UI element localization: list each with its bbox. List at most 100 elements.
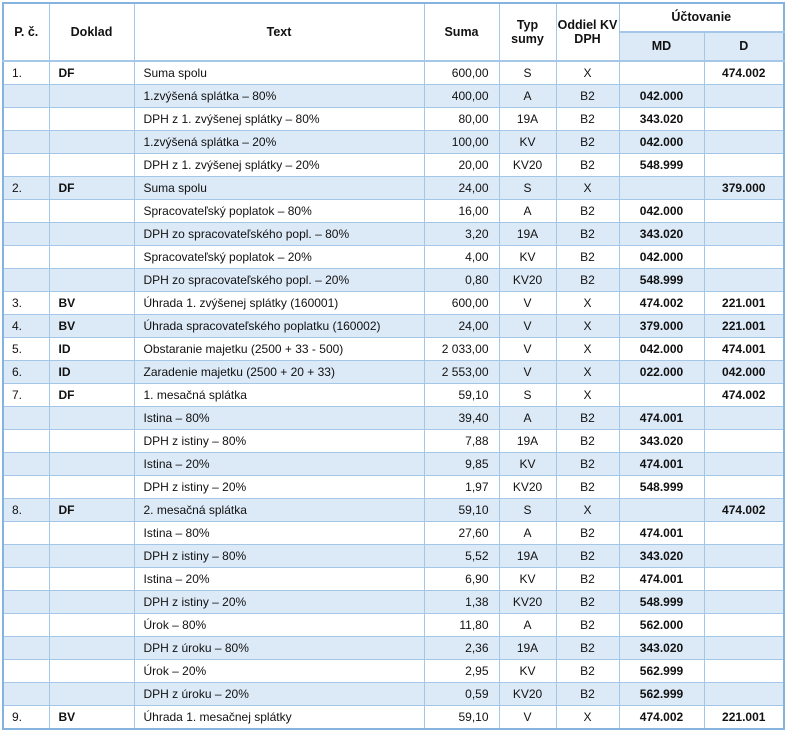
cell-d — [703, 245, 785, 269]
cell-oddiel-kv-dph: X — [555, 360, 620, 384]
cell-doklad — [48, 452, 135, 476]
cell-d: 474.002 — [703, 383, 785, 407]
cell-pc — [2, 452, 50, 476]
cell-doklad — [48, 130, 135, 154]
cell-typ-sumy: KV — [498, 245, 557, 269]
table-row: DPH z istiny – 20% 1,97 KV20 B2 548.999 — [2, 475, 785, 499]
cell-typ-sumy: 19A — [498, 222, 557, 246]
cell-suma: 1,97 — [423, 475, 500, 499]
cell-md: 474.002 — [618, 291, 705, 315]
cell-suma: 4,00 — [423, 245, 500, 269]
cell-typ-sumy: V — [498, 705, 557, 730]
cell-d: 474.001 — [703, 337, 785, 361]
cell-d: 474.002 — [703, 498, 785, 522]
cell-md: 343.020 — [618, 544, 705, 568]
cell-suma: 6,90 — [423, 567, 500, 591]
cell-doklad: DF — [48, 60, 135, 85]
cell-pc — [2, 107, 50, 131]
cell-md: 562.999 — [618, 659, 705, 683]
cell-text: Suma spolu — [133, 60, 425, 85]
cell-typ-sumy: KV20 — [498, 682, 557, 706]
cell-suma: 2,36 — [423, 636, 500, 660]
cell-doklad — [48, 659, 135, 683]
table-row: Úrok – 80% 11,80 A B2 562.000 — [2, 613, 785, 637]
cell-pc — [2, 406, 50, 430]
cell-oddiel-kv-dph: B2 — [555, 682, 620, 706]
cell-md: 379.000 — [618, 314, 705, 338]
cell-d — [703, 613, 785, 637]
cell-pc — [2, 544, 50, 568]
cell-oddiel-kv-dph: B2 — [555, 406, 620, 430]
cell-suma: 11,80 — [423, 613, 500, 637]
cell-suma: 16,00 — [423, 199, 500, 223]
cell-suma: 2 553,00 — [423, 360, 500, 384]
cell-md: 343.020 — [618, 107, 705, 131]
table-row: 5. ID Obstaranie majetku (2500 + 33 - 50… — [2, 337, 785, 361]
cell-doklad — [48, 521, 135, 545]
cell-suma: 80,00 — [423, 107, 500, 131]
table-row: 2. DF Suma spolu 24,00 S X 379.000 — [2, 176, 785, 200]
column-header-typ-sumy: Typ sumy — [498, 2, 557, 62]
cell-text: Úrok – 20% — [133, 659, 425, 683]
cell-doklad — [48, 567, 135, 591]
column-header-uctovanie: Účtovanie — [618, 2, 785, 33]
cell-text: Zaradenie majetku (2500 + 20 + 33) — [133, 360, 425, 384]
cell-pc: 7. — [2, 383, 50, 407]
cell-oddiel-kv-dph: B2 — [555, 222, 620, 246]
cell-typ-sumy: 19A — [498, 544, 557, 568]
cell-suma: 3,20 — [423, 222, 500, 246]
cell-pc: 9. — [2, 705, 50, 730]
cell-typ-sumy: KV20 — [498, 268, 557, 292]
cell-typ-sumy: 19A — [498, 429, 557, 453]
cell-doklad — [48, 429, 135, 453]
cell-doklad — [48, 153, 135, 177]
cell-text: DPH zo spracovateľského popl. – 20% — [133, 268, 425, 292]
cell-doklad — [48, 613, 135, 637]
cell-suma: 1,38 — [423, 590, 500, 614]
cell-suma: 7,88 — [423, 429, 500, 453]
cell-pc — [2, 613, 50, 637]
cell-typ-sumy: S — [498, 498, 557, 522]
cell-doklad — [48, 590, 135, 614]
cell-d — [703, 84, 785, 108]
table-row: DPH z úroku – 20% 0,59 KV20 B2 562.999 — [2, 682, 785, 706]
cell-suma: 39,40 — [423, 406, 500, 430]
cell-suma: 9,85 — [423, 452, 500, 476]
cell-d — [703, 659, 785, 683]
cell-pc — [2, 475, 50, 499]
cell-typ-sumy: S — [498, 60, 557, 85]
cell-oddiel-kv-dph: X — [555, 314, 620, 338]
table-header: P. č. Doklad Text Suma Typ sumy Oddiel K… — [2, 2, 785, 62]
cell-d: 474.002 — [703, 60, 785, 85]
cell-typ-sumy: 19A — [498, 107, 557, 131]
cell-suma: 100,00 — [423, 130, 500, 154]
cell-suma: 59,10 — [423, 705, 500, 730]
cell-oddiel-kv-dph: X — [555, 337, 620, 361]
cell-typ-sumy: V — [498, 291, 557, 315]
table-row: 4. BV Úhrada spracovateľského poplatku (… — [2, 314, 785, 338]
table-body: 1. DF Suma spolu 600,00 S X 474.002 1.zv… — [2, 60, 785, 730]
table-row: Spracovateľský poplatok – 80% 16,00 A B2… — [2, 199, 785, 223]
table-row: Istina – 80% 39,40 A B2 474.001 — [2, 406, 785, 430]
cell-text: DPH zo spracovateľského popl. – 80% — [133, 222, 425, 246]
cell-d — [703, 682, 785, 706]
cell-md: 343.020 — [618, 429, 705, 453]
cell-oddiel-kv-dph: B2 — [555, 544, 620, 568]
cell-pc: 6. — [2, 360, 50, 384]
cell-doklad: ID — [48, 360, 135, 384]
cell-doklad — [48, 636, 135, 660]
cell-typ-sumy: KV20 — [498, 153, 557, 177]
cell-d — [703, 153, 785, 177]
cell-md — [618, 498, 705, 522]
cell-md: 474.001 — [618, 567, 705, 591]
cell-doklad — [48, 268, 135, 292]
cell-d — [703, 567, 785, 591]
cell-text: DPH z istiny – 80% — [133, 544, 425, 568]
cell-suma: 2,95 — [423, 659, 500, 683]
cell-suma: 600,00 — [423, 60, 500, 85]
cell-oddiel-kv-dph: B2 — [555, 245, 620, 269]
cell-oddiel-kv-dph: B2 — [555, 199, 620, 223]
cell-oddiel-kv-dph: B2 — [555, 153, 620, 177]
cell-d — [703, 406, 785, 430]
